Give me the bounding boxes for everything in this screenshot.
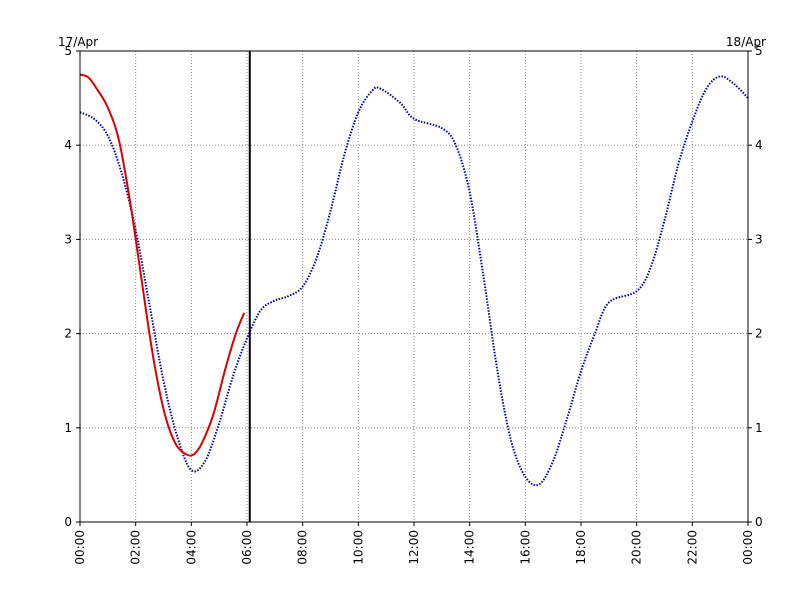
x-tick-label: 10:00 <box>351 530 365 565</box>
y-tick-label-right: 4 <box>755 138 763 152</box>
y-tick-label-right: 2 <box>755 327 763 341</box>
observed-tide-line <box>79 73 246 457</box>
x-tick-label: 16:00 <box>518 530 532 565</box>
x-tick-label: 02:00 <box>129 530 143 565</box>
date-label-left: 17/Apr <box>58 35 98 49</box>
y-tick-label-right: 0 <box>755 515 763 529</box>
y-tick-label-left: 2 <box>64 327 72 341</box>
x-tick-label: 08:00 <box>296 530 310 565</box>
y-tick-label-left: 1 <box>64 421 72 435</box>
y-tick-label-right: 5 <box>755 44 763 58</box>
x-tick-label: 12:00 <box>407 530 421 565</box>
x-tick-label: 22:00 <box>685 530 699 565</box>
x-tick-label: 18:00 <box>574 530 588 565</box>
x-tick-label: 20:00 <box>630 530 644 565</box>
y-tick-label-left: 4 <box>64 138 72 152</box>
y-tick-label-right: 3 <box>755 232 763 246</box>
date-label-right: 18/Apr <box>726 35 766 49</box>
x-tick-label: 00:00 <box>73 530 87 565</box>
plot-frame <box>79 50 749 523</box>
x-tick-label: 00:00 <box>741 530 755 565</box>
series-layer <box>79 73 749 487</box>
predicted-tide-line <box>79 75 749 487</box>
y-tick-label-left: 3 <box>64 232 72 246</box>
grid <box>80 51 748 522</box>
y-tick-label-left: 0 <box>64 515 72 529</box>
x-tick-label: 04:00 <box>184 530 198 565</box>
y-tick-label-left: 5 <box>64 44 72 58</box>
y-tick-label-right: 1 <box>755 421 763 435</box>
x-tick-label: 06:00 <box>240 530 254 565</box>
x-tick-label: 14:00 <box>463 530 477 565</box>
tick-layer: 00:00 02:00 04:00 06:00 08:00 10:00 12:00 14:00… <box>64 44 762 565</box>
